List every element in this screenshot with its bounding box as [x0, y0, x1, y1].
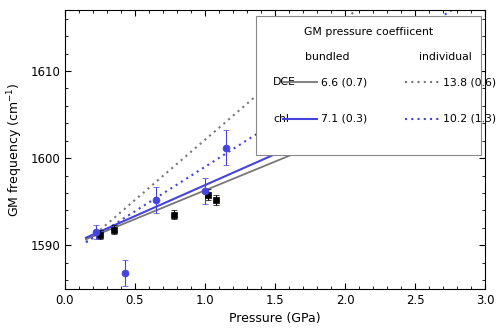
Text: individual: individual [418, 52, 472, 62]
Text: 7.1 (0.3): 7.1 (0.3) [321, 114, 368, 124]
X-axis label: Pressure (GPa): Pressure (GPa) [229, 312, 321, 325]
FancyBboxPatch shape [256, 16, 481, 155]
Text: GM pressure coeffiicent: GM pressure coeffiicent [304, 27, 433, 37]
Text: 6.6 (0.7): 6.6 (0.7) [321, 77, 368, 87]
Text: DCE: DCE [273, 77, 296, 87]
Text: 13.8 (0.6): 13.8 (0.6) [443, 77, 496, 87]
Y-axis label: GM frequency (cm$^{-1}$): GM frequency (cm$^{-1}$) [5, 82, 24, 217]
Text: chl: chl [273, 114, 289, 124]
Text: 10.2 (1.3): 10.2 (1.3) [443, 114, 496, 124]
Text: bundled: bundled [305, 52, 350, 62]
